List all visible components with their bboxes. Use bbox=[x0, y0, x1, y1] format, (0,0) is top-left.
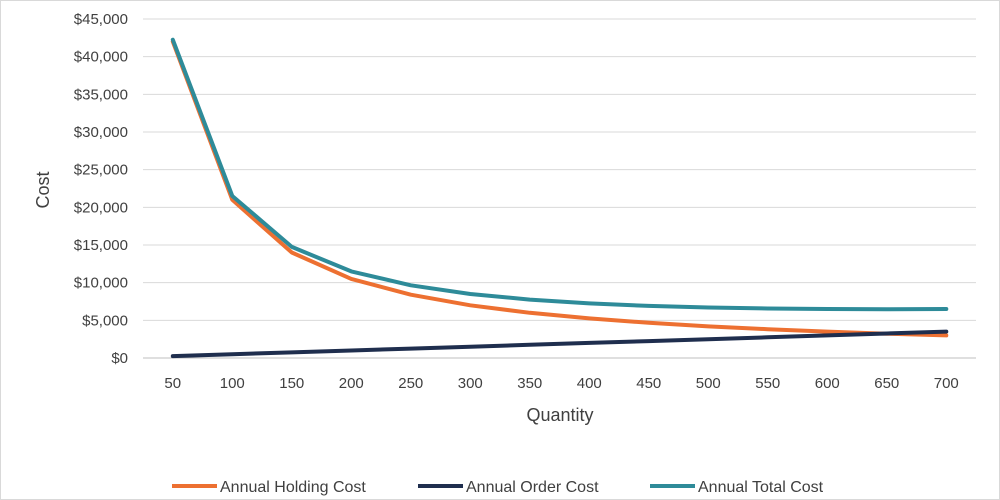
gridlines bbox=[143, 18, 976, 359]
legend-label: Annual Order Cost bbox=[466, 479, 599, 496]
x-tick-label: 300 bbox=[458, 375, 483, 392]
x-tick-label: 600 bbox=[815, 375, 840, 392]
x-tick-label: 200 bbox=[339, 375, 364, 392]
y-tick-label: $0 bbox=[111, 350, 128, 367]
x-tick-label: 400 bbox=[577, 375, 602, 392]
series-line-annual-total-cost bbox=[170, 37, 949, 312]
x-tick-label: 550 bbox=[755, 375, 780, 392]
x-tick-label: 350 bbox=[517, 375, 542, 392]
y-tick-label: $5,000 bbox=[82, 312, 128, 329]
y-axis-title: Cost bbox=[33, 171, 53, 208]
x-tick-label: 50 bbox=[164, 375, 181, 392]
y-tick-label: $25,000 bbox=[74, 162, 128, 179]
x-tick-label: 150 bbox=[279, 375, 304, 392]
legend: Annual Holding Cost Annual Order Cost Annu… bbox=[172, 479, 824, 496]
y-tick-label: $30,000 bbox=[74, 124, 128, 141]
x-tick-label: 650 bbox=[874, 375, 899, 392]
y-tick-label: $35,000 bbox=[74, 86, 128, 103]
x-tick-label: 100 bbox=[220, 375, 245, 392]
legend-item-annual-total-cost: Annual Total Cost bbox=[650, 479, 824, 496]
y-tick-label: $45,000 bbox=[74, 11, 128, 28]
series-line-annual-order-cost bbox=[170, 329, 949, 359]
x-tick-label: 500 bbox=[696, 375, 721, 392]
y-tick-label: $15,000 bbox=[74, 237, 128, 254]
legend-label: Annual Holding Cost bbox=[220, 479, 366, 496]
legend-item-annual-holding-cost: Annual Holding Cost bbox=[172, 479, 366, 496]
legend-item-annual-order-cost: Annual Order Cost bbox=[418, 479, 599, 496]
y-tick-label: $40,000 bbox=[74, 49, 128, 66]
x-axis-title: Quantity bbox=[526, 405, 593, 425]
series-lines bbox=[170, 37, 949, 359]
x-tick-label: 700 bbox=[934, 375, 959, 392]
x-tick-label: 450 bbox=[636, 375, 661, 392]
y-tick-label: $10,000 bbox=[74, 275, 128, 292]
y-axis-ticks: $0 $5,000 $10,000 $15,000 $20,000 $25,000 $30,… bbox=[74, 11, 128, 367]
y-tick-label: $20,000 bbox=[74, 199, 128, 216]
series-line-annual-holding-cost bbox=[170, 39, 949, 338]
x-tick-label: 250 bbox=[398, 375, 423, 392]
legend-label: Annual Total Cost bbox=[698, 479, 824, 496]
x-axis-ticks: 50 100 150 200 250 300 350 400 450 500 550 600 650 70… bbox=[164, 375, 958, 392]
